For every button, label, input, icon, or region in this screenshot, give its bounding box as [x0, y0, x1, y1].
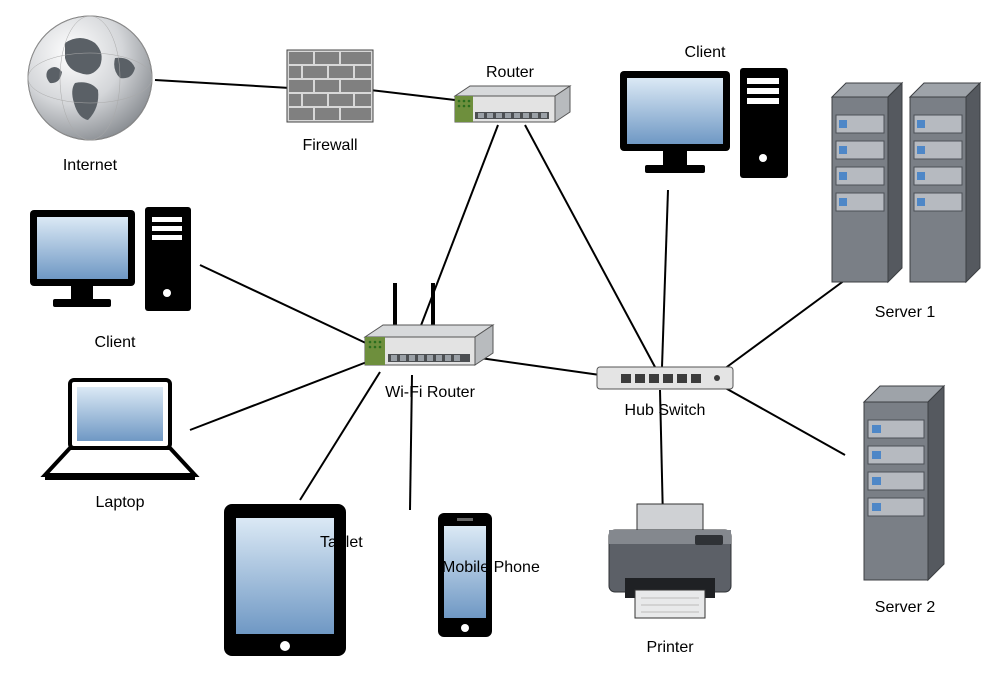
node-mobile: Mobile Phone	[380, 510, 550, 640]
node-server1: Server 1	[820, 75, 990, 322]
tablet-label: Tablet	[320, 534, 363, 552]
node-client-left: Client	[25, 205, 205, 352]
hub-icon	[595, 365, 735, 393]
node-firewall: Firewall	[285, 48, 375, 155]
client-top-label: Client	[615, 44, 795, 62]
firewall-icon	[285, 48, 375, 128]
server2-label: Server 2	[850, 599, 960, 617]
desktop-icon	[615, 66, 795, 196]
server2-icon	[850, 380, 960, 590]
desktop-left-icon	[25, 205, 205, 325]
internet-label: Internet	[20, 157, 160, 175]
node-client-top: Client	[615, 40, 795, 201]
firewall-label: Firewall	[285, 137, 375, 155]
router-icon	[445, 84, 575, 134]
node-printer: Printer	[595, 500, 745, 657]
tablet-icon	[220, 500, 350, 660]
hub-label: Hub Switch	[595, 402, 735, 420]
node-internet: Internet	[20, 8, 160, 175]
laptop-label: Laptop	[40, 494, 200, 512]
node-server2: Server 2	[850, 380, 960, 617]
node-tablet: Tablet	[215, 500, 355, 665]
client-left-label: Client	[25, 334, 205, 352]
router-label: Router	[445, 64, 575, 82]
wifi-router-label: Wi-Fi Router	[355, 384, 505, 402]
printer-icon	[595, 500, 745, 630]
mobile-label: Mobile Phone	[442, 559, 540, 577]
wifi-router-icon	[355, 275, 505, 375]
server1-label: Server 1	[820, 304, 990, 322]
printer-label: Printer	[595, 639, 745, 657]
globe-icon	[20, 8, 160, 148]
node-router: Router	[445, 60, 575, 139]
node-wifi-router: Wi-Fi Router	[355, 275, 505, 402]
server1-icon	[820, 75, 990, 295]
node-laptop: Laptop	[40, 375, 200, 512]
laptop-icon	[40, 375, 200, 485]
node-hub: Hub Switch	[595, 365, 735, 420]
